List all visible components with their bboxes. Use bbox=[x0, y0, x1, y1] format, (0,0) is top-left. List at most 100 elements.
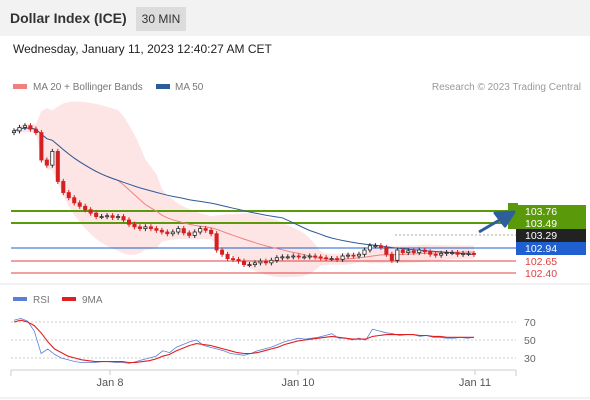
candle bbox=[77, 202, 82, 207]
candle bbox=[285, 256, 290, 259]
candle bbox=[105, 215, 110, 218]
candle bbox=[209, 229, 214, 235]
price-levels bbox=[11, 210, 516, 274]
candle bbox=[83, 205, 88, 211]
candle bbox=[269, 259, 274, 264]
candle bbox=[148, 226, 153, 229]
candle bbox=[461, 253, 466, 255]
candle bbox=[94, 212, 99, 217]
level-label-box bbox=[516, 205, 586, 218]
rsi-tick-label: 70 bbox=[524, 317, 536, 329]
candle bbox=[214, 233, 219, 251]
candle bbox=[225, 253, 230, 259]
timeframe-button[interactable]: 30 MIN bbox=[136, 7, 186, 31]
candle bbox=[400, 249, 405, 253]
candle bbox=[263, 260, 268, 264]
candle bbox=[236, 259, 241, 262]
candle bbox=[417, 249, 422, 253]
bollinger-band-fill bbox=[14, 101, 474, 278]
candle bbox=[159, 229, 164, 233]
candle bbox=[367, 245, 372, 251]
candle bbox=[258, 260, 263, 264]
candlesticks bbox=[11, 123, 477, 268]
candle bbox=[39, 132, 44, 161]
candle bbox=[203, 228, 208, 231]
candle bbox=[17, 127, 22, 132]
legend-swatch-rsi bbox=[13, 297, 27, 301]
x-tick-label: Jan 11 bbox=[459, 377, 491, 389]
candle bbox=[198, 228, 203, 233]
candle bbox=[28, 125, 33, 130]
candle bbox=[373, 245, 378, 248]
candle bbox=[356, 253, 362, 257]
x-tick-label: Jan 8 bbox=[97, 377, 124, 389]
x-axis-ticks: Jan 8 Jan 10 Jan 11 bbox=[97, 370, 491, 389]
rsi-grid bbox=[11, 321, 516, 359]
candle bbox=[274, 257, 279, 261]
candle bbox=[50, 151, 55, 166]
candle bbox=[296, 255, 301, 258]
rsi-line bbox=[13, 317, 475, 364]
candle bbox=[450, 252, 455, 254]
candle bbox=[241, 260, 247, 265]
candle bbox=[252, 262, 257, 265]
candle bbox=[132, 223, 137, 228]
candle bbox=[384, 247, 389, 255]
candle bbox=[143, 226, 148, 229]
candle bbox=[165, 231, 170, 235]
candle bbox=[99, 216, 104, 218]
candle bbox=[471, 253, 477, 255]
candle bbox=[433, 253, 438, 256]
candle bbox=[466, 253, 471, 255]
level-label: 102.94 bbox=[525, 243, 557, 255]
candle bbox=[313, 255, 318, 258]
candle bbox=[170, 231, 175, 235]
candle bbox=[33, 128, 38, 133]
candle bbox=[455, 252, 460, 255]
candle bbox=[307, 255, 312, 258]
candle bbox=[116, 216, 121, 218]
level-label: 102.40 bbox=[525, 268, 557, 280]
level-label: 103.76 bbox=[525, 206, 557, 218]
level-label: 102.65 bbox=[525, 256, 557, 268]
instrument-title: Dollar Index (ICE) bbox=[10, 10, 127, 26]
candle bbox=[154, 228, 159, 231]
candle bbox=[291, 255, 296, 258]
candle bbox=[439, 253, 444, 256]
candle bbox=[324, 257, 329, 260]
candle bbox=[335, 258, 340, 260]
level-label-box bbox=[516, 217, 586, 230]
candle bbox=[411, 250, 416, 253]
candle bbox=[428, 251, 433, 255]
candle bbox=[72, 197, 77, 204]
rsi-lines bbox=[13, 317, 475, 364]
level-label: 103.49 bbox=[525, 218, 557, 230]
rsi-tick-label: 30 bbox=[524, 353, 536, 365]
candle bbox=[395, 249, 400, 261]
candle bbox=[231, 258, 236, 260]
candle bbox=[66, 192, 71, 199]
candle bbox=[406, 250, 411, 253]
candle bbox=[351, 254, 356, 257]
rsi-axis-ticks: 70 50 30 bbox=[524, 317, 536, 365]
candle bbox=[389, 253, 394, 261]
x-tick-label: Jan 10 bbox=[281, 377, 314, 389]
legend-label-bollinger: MA 20 + Bollinger Bands bbox=[33, 82, 143, 93]
legend-swatch-ma50 bbox=[156, 84, 170, 89]
candle bbox=[318, 256, 323, 259]
timestamp: Wednesday, January 11, 2023 12:40:27 AM … bbox=[13, 42, 272, 56]
candle bbox=[137, 226, 142, 229]
chart-header: Dollar Index (ICE) 30 MIN bbox=[0, 0, 590, 36]
legend-label-rsi: RSI bbox=[33, 295, 50, 306]
candle bbox=[126, 219, 132, 225]
legend-label-ma50: MA 50 bbox=[175, 82, 204, 93]
chart-credit: Research © 2023 Trading Central bbox=[432, 82, 581, 93]
candle bbox=[187, 232, 192, 236]
candle bbox=[346, 254, 351, 257]
candle bbox=[55, 151, 60, 182]
candle bbox=[302, 256, 307, 259]
candle bbox=[88, 209, 93, 214]
rsi-ma-line bbox=[13, 319, 474, 364]
